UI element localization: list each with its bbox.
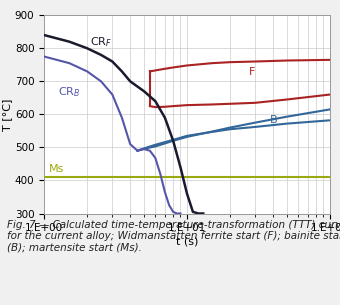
X-axis label: t (s): t (s) [176, 236, 198, 246]
Text: Ms: Ms [49, 164, 64, 174]
Text: Fig. 7 — Calculated time-temperature-transformation (TTT) curves
for the current: Fig. 7 — Calculated time-temperature-tra… [7, 220, 340, 253]
Text: F: F [249, 67, 255, 77]
Y-axis label: T [°C]: T [°C] [2, 98, 12, 131]
Text: CR$_F$: CR$_F$ [90, 35, 112, 49]
Text: CR$_B$: CR$_B$ [58, 85, 81, 99]
Text: B: B [270, 115, 277, 125]
